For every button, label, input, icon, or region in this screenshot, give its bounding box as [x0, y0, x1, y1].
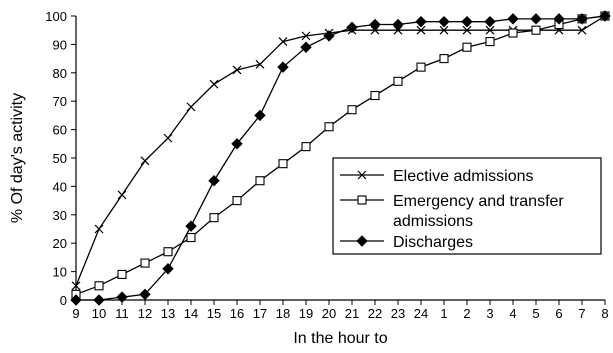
y-tick-label: 70 — [53, 94, 67, 109]
x-tick-label: 3 — [486, 306, 493, 321]
data-point-x — [164, 134, 172, 142]
x-tick-label: 15 — [207, 306, 221, 321]
data-point-square — [394, 77, 402, 85]
data-point-diamond — [485, 17, 495, 27]
y-tick-label: 10 — [53, 265, 67, 280]
data-point-x — [256, 60, 264, 68]
data-point-square — [325, 123, 333, 131]
data-point-x — [233, 66, 241, 74]
x-tick-label: 8 — [601, 306, 608, 321]
x-tick-label: 7 — [578, 306, 585, 321]
data-point-diamond — [462, 17, 472, 27]
data-point-x — [141, 157, 149, 165]
x-tick-label: 5 — [532, 306, 539, 321]
data-point-diamond — [209, 176, 219, 186]
y-tick-label: 50 — [53, 151, 67, 166]
y-tick-label: 90 — [53, 37, 67, 52]
x-tick-label: 16 — [230, 306, 244, 321]
data-point-x — [187, 103, 195, 111]
data-point-x — [279, 38, 287, 46]
data-point-x — [210, 80, 218, 88]
data-point-square — [233, 197, 241, 205]
data-point-diamond — [416, 17, 426, 27]
x-tick-label: 10 — [92, 306, 106, 321]
data-point-square — [256, 177, 264, 185]
x-tick-label: 24 — [414, 306, 428, 321]
x-tick-label: 22 — [368, 306, 382, 321]
x-tick-label: 23 — [391, 306, 405, 321]
data-point-square — [532, 26, 540, 34]
data-point-diamond — [531, 14, 541, 24]
data-point-square — [164, 248, 172, 256]
x-tick-label: 14 — [184, 306, 198, 321]
x-tick-label: 9 — [72, 306, 79, 321]
data-point-square — [141, 259, 149, 267]
data-point-diamond — [370, 20, 380, 30]
legend: Elective admissions Emergency and transfe… — [333, 158, 601, 254]
data-point-square — [302, 143, 310, 151]
data-point-square — [509, 29, 517, 37]
x-tick-label: 18 — [276, 306, 290, 321]
x-axis-ticks: 9 10 11 12 13 14 15 16 17 18 19 20 21 22 23 24 1 2 3 4 5 6 7 8 — [72, 300, 608, 321]
data-point-diamond — [117, 292, 127, 302]
legend-marker-square — [358, 196, 366, 204]
data-point-square — [348, 106, 356, 114]
data-point-diamond — [393, 20, 403, 30]
y-axis-ticks: 0 10 20 30 40 50 60 70 80 90 100 — [45, 9, 76, 308]
data-point-square — [118, 270, 126, 278]
x-axis-title: In the hour to — [293, 330, 387, 347]
data-point-diamond — [94, 295, 104, 305]
x-tick-label: 2 — [463, 306, 470, 321]
data-point-x — [118, 191, 126, 199]
x-tick-label: 17 — [253, 306, 267, 321]
x-tick-label: 1 — [440, 306, 447, 321]
y-tick-label: 20 — [53, 236, 67, 251]
x-tick-label: 20 — [322, 306, 336, 321]
y-tick-label: 0 — [60, 293, 67, 308]
data-point-square — [463, 43, 471, 51]
data-point-diamond — [186, 221, 196, 231]
y-tick-label: 100 — [45, 9, 67, 24]
data-point-diamond — [508, 14, 518, 24]
legend-label-diamond: Discharges — [393, 234, 473, 251]
y-tick-label: 60 — [53, 123, 67, 138]
data-point-square — [95, 282, 103, 290]
x-tick-label: 11 — [115, 306, 129, 321]
x-tick-label: 13 — [161, 306, 175, 321]
data-point-square — [279, 160, 287, 168]
legend-label-x: Elective admissions — [393, 168, 534, 185]
data-point-square — [371, 92, 379, 100]
data-point-square — [486, 38, 494, 46]
data-point-square — [210, 214, 218, 222]
x-tick-label: 6 — [555, 306, 562, 321]
data-point-square — [440, 55, 448, 63]
data-point-square — [417, 63, 425, 71]
x-tick-label: 4 — [509, 306, 516, 321]
y-tick-label: 40 — [53, 179, 67, 194]
data-point-square — [187, 234, 195, 242]
y-axis-title: % Of day's activity — [9, 93, 26, 223]
y-tick-label: 80 — [53, 66, 67, 81]
x-tick-label: 12 — [138, 306, 152, 321]
data-point-diamond — [439, 17, 449, 27]
x-tick-label: 21 — [345, 306, 359, 321]
data-point-x — [95, 225, 103, 233]
x-tick-label: 19 — [299, 306, 313, 321]
y-tick-label: 30 — [53, 208, 67, 223]
